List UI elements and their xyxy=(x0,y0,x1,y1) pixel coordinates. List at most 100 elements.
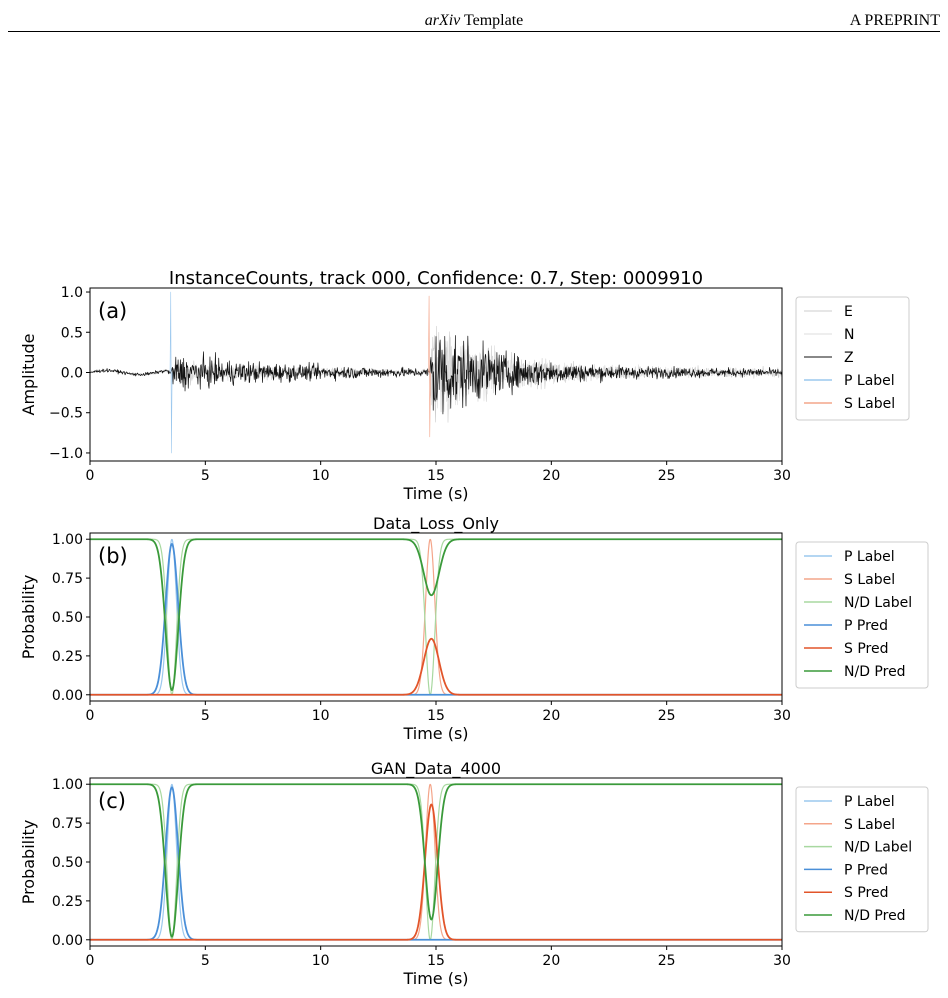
x-tick-label: 10 xyxy=(312,708,330,724)
x-tick-label: 20 xyxy=(542,708,560,724)
series-z xyxy=(90,335,782,415)
legend-item: N xyxy=(804,327,854,343)
legend-item: N/D Label xyxy=(804,840,912,856)
chart-title: Data_Loss_Only xyxy=(373,514,499,534)
x-tick-label: 0 xyxy=(86,708,95,724)
legend-box xyxy=(795,296,910,421)
x-axis-label: Time (s) xyxy=(402,484,468,503)
legend-item: S Label xyxy=(804,572,895,588)
x-axis-label: Time (s) xyxy=(402,969,468,988)
x-tick-label: 0 xyxy=(86,468,95,484)
x-axis-label: Time (s) xyxy=(402,724,468,743)
x-tick-label: 5 xyxy=(201,953,210,969)
y-tick-label: 0.50 xyxy=(52,855,83,871)
y-tick-label: 0.0 xyxy=(61,365,83,381)
y-axis-label: Amplitude xyxy=(19,334,38,416)
x-tick-label: 15 xyxy=(427,708,445,724)
chart-title: GAN_Data_4000 xyxy=(371,759,501,779)
legend-item: P Pred xyxy=(804,618,888,634)
legend-item: N/D Pred xyxy=(804,664,906,680)
running-title-rest: Template xyxy=(460,12,524,29)
legend-label: P Label xyxy=(844,373,895,389)
y-tick-label: −0.5 xyxy=(49,406,83,422)
legend-item: N/D Label xyxy=(804,595,912,611)
y-tick-label: 0.75 xyxy=(52,571,83,587)
panel-tag: (b) xyxy=(98,544,128,568)
x-tick-label: 15 xyxy=(427,953,445,969)
y-tick-label: 1.0 xyxy=(61,285,83,301)
legend-label: N/D Pred xyxy=(844,908,906,924)
legend-label: N/D Label xyxy=(844,595,912,611)
plot-area xyxy=(90,538,782,696)
legend-item: P Pred xyxy=(804,862,888,878)
x-tick-label: 25 xyxy=(658,468,676,484)
panel-c: 0 5 10 15 20 25 30 1.00 0.75 0.50 0.25 0.00 Time (s)… xyxy=(19,759,929,988)
legend-label: S Label xyxy=(844,396,895,412)
legend-label: P Label xyxy=(844,549,895,565)
y-tick-label: 0.00 xyxy=(52,933,83,949)
x-tick-label: 30 xyxy=(773,953,791,969)
preprint-tag: A PREPRINT xyxy=(849,12,940,29)
series-n-d-label xyxy=(90,783,782,941)
legend-label: Z xyxy=(844,350,854,366)
x-tick-label: 15 xyxy=(427,468,445,484)
series-n-d-pred xyxy=(90,538,782,691)
legend-item: N/D Pred xyxy=(804,908,906,924)
series-p-label xyxy=(169,291,173,454)
panel-b: 0 5 10 15 20 25 30 1.00 0.75 0.50 0.25 0.00 Time (s)… xyxy=(19,514,929,743)
page-header: arXiv Template A PREPRINT xyxy=(0,0,948,40)
legend-item: P Label xyxy=(804,794,895,810)
legend-label: S Label xyxy=(844,817,895,833)
series-s-pred xyxy=(90,637,782,696)
y-axis-label: Probability xyxy=(19,575,38,660)
legend-label: P Label xyxy=(844,794,895,810)
running-title-italic: arXiv xyxy=(424,12,461,29)
x-tick-label: 5 xyxy=(201,708,210,724)
y-tick-label: 1.00 xyxy=(52,777,83,793)
x-tick-label: 5 xyxy=(201,468,210,484)
legend: ENZ P Label S Label xyxy=(795,296,910,421)
x-tick-label: 30 xyxy=(773,708,791,724)
x-tick-label: 25 xyxy=(658,708,676,724)
chart-title: InstanceCounts, track 000, Confidence: 0… xyxy=(169,268,703,289)
x-tick-label: 0 xyxy=(86,953,95,969)
legend: P Label S Label N/D Label P Pred S Pred N/D P… xyxy=(795,541,929,689)
legend-item: S Pred xyxy=(804,641,888,657)
y-tick-label: 0.50 xyxy=(52,610,83,626)
panel-tag: (a) xyxy=(98,299,127,323)
plot-area xyxy=(90,291,782,454)
legend-label: S Label xyxy=(844,572,895,588)
series-n-d-pred xyxy=(90,783,782,938)
legend-item: S Label xyxy=(804,817,895,833)
legend-label: N xyxy=(844,327,854,343)
legend-label: N/D Label xyxy=(844,840,912,856)
series-n-d-label xyxy=(90,538,782,696)
x-tick-label: 20 xyxy=(542,953,560,969)
y-tick-label: 1.00 xyxy=(52,532,83,548)
header-rule xyxy=(8,31,940,32)
panel-tag: (c) xyxy=(98,789,126,813)
x-tick-label: 10 xyxy=(312,468,330,484)
legend-label: E xyxy=(844,304,853,320)
x-tick-label: 30 xyxy=(773,468,791,484)
series-s-pred xyxy=(90,803,782,941)
running-title: arXiv Template xyxy=(0,12,948,30)
legend-item: Z xyxy=(804,350,854,366)
x-tick-label: 20 xyxy=(542,468,560,484)
series-s-label xyxy=(428,295,431,438)
legend-label: S Pred xyxy=(844,641,888,657)
legend-label: N/D Pred xyxy=(844,664,906,680)
y-tick-label: 0.00 xyxy=(52,688,83,704)
legend-label: S Pred xyxy=(844,885,888,901)
y-tick-label: 0.5 xyxy=(61,325,83,341)
panel-a: 0 5 10 15 20 25 30 1.0 0.5 0.0 −0.5 −1.0 Time (s) Amp… xyxy=(19,268,910,503)
y-tick-label: 0.75 xyxy=(52,816,83,832)
plot-area xyxy=(90,783,782,941)
y-tick-label: 0.25 xyxy=(52,894,83,910)
x-tick-label: 10 xyxy=(312,953,330,969)
legend-item: S Label xyxy=(804,396,895,412)
legend-item: P Label xyxy=(804,373,895,389)
y-tick-label: 0.25 xyxy=(52,649,83,665)
x-tick-label: 25 xyxy=(658,953,676,969)
legend-item: P Label xyxy=(804,549,895,565)
